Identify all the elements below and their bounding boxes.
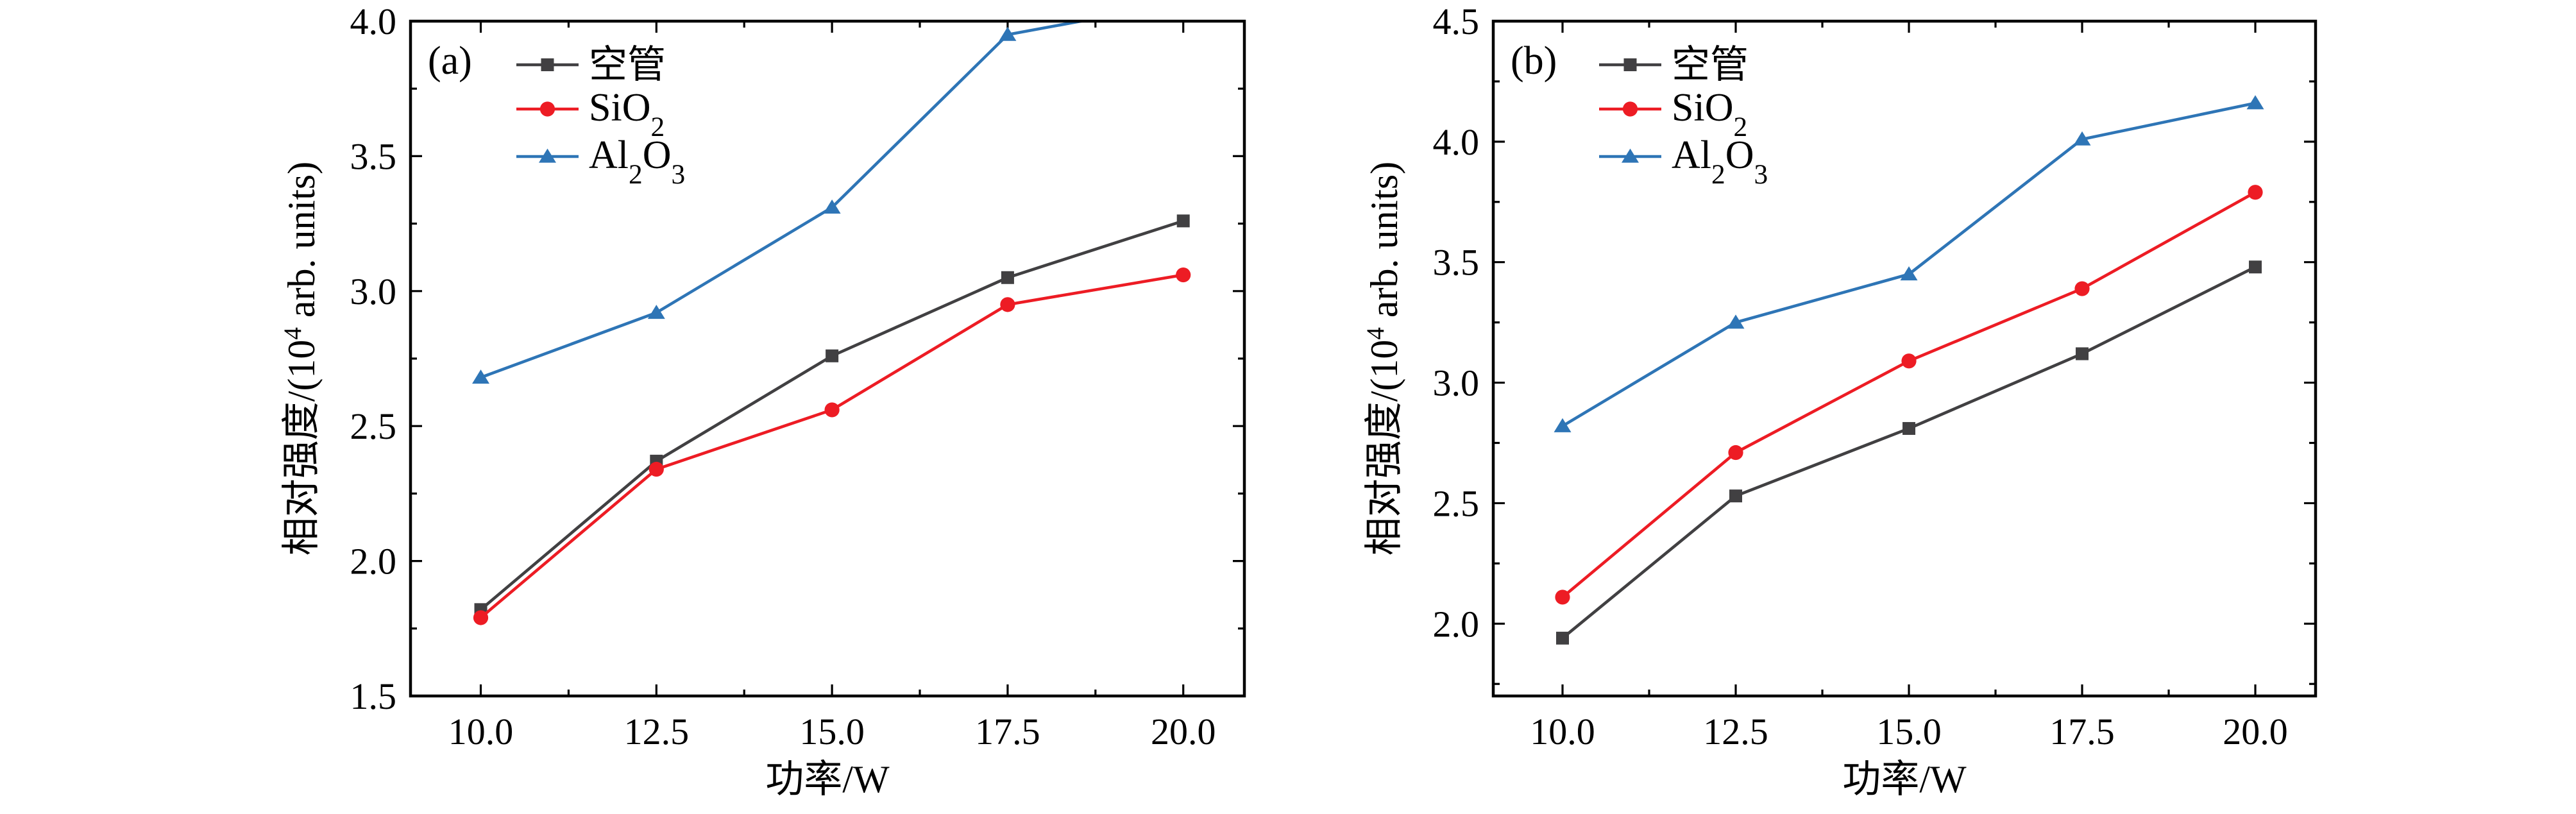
svg-text:4.0: 4.0 xyxy=(350,1,397,42)
svg-text:20.0: 20.0 xyxy=(2223,711,2288,752)
svg-text:17.5: 17.5 xyxy=(2049,711,2115,752)
svg-text:12.5: 12.5 xyxy=(1703,711,1768,752)
svg-text:3.0: 3.0 xyxy=(350,271,397,312)
svg-text:4.5: 4.5 xyxy=(1433,1,1480,42)
svg-text:12.5: 12.5 xyxy=(624,711,690,752)
svg-text:4.0: 4.0 xyxy=(1433,121,1480,163)
svg-text:(a): (a) xyxy=(428,39,472,83)
svg-text:2.5: 2.5 xyxy=(1433,482,1480,524)
svg-text:相对强度/(104 arb. units): 相对强度/(104 arb. units) xyxy=(1362,162,1406,555)
svg-text:3.0: 3.0 xyxy=(1433,362,1480,404)
svg-text:1.5: 1.5 xyxy=(350,675,397,717)
svg-text:10.0: 10.0 xyxy=(1530,711,1595,752)
svg-text:(b): (b) xyxy=(1511,39,1557,83)
svg-text:功率/W: 功率/W xyxy=(1842,758,1967,801)
svg-text:3.5: 3.5 xyxy=(350,135,397,177)
svg-text:空管: 空管 xyxy=(1672,44,1749,86)
svg-text:17.5: 17.5 xyxy=(975,711,1040,752)
svg-text:20.0: 20.0 xyxy=(1151,711,1216,752)
svg-text:15.0: 15.0 xyxy=(799,711,865,752)
svg-text:2.0: 2.0 xyxy=(350,541,397,582)
svg-text:2.0: 2.0 xyxy=(1433,603,1480,645)
svg-text:2.5: 2.5 xyxy=(350,405,397,447)
svg-text:3.5: 3.5 xyxy=(1433,242,1480,284)
svg-text:相对强度/(104 arb. units): 相对强度/(104 arb. units) xyxy=(279,162,323,555)
svg-text:10.0: 10.0 xyxy=(448,711,514,752)
svg-text:功率/W: 功率/W xyxy=(765,758,890,801)
svg-text:空管: 空管 xyxy=(589,44,666,86)
svg-text:15.0: 15.0 xyxy=(1876,711,1942,752)
